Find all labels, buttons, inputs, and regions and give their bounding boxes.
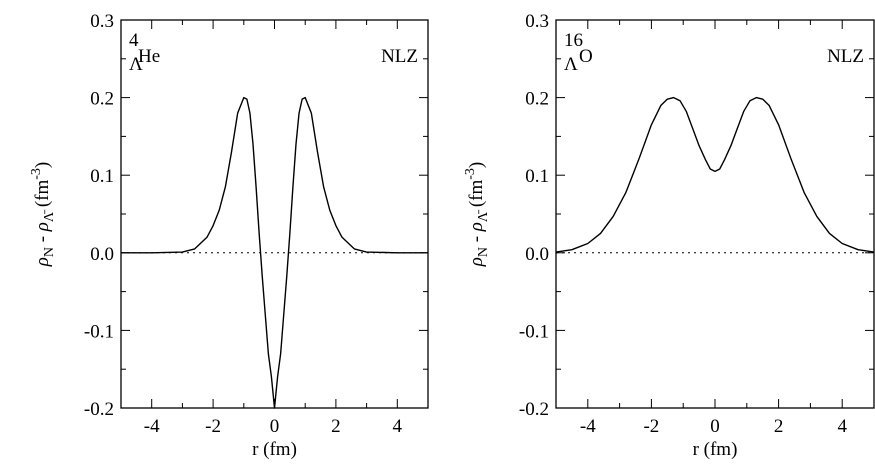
model-annotation: NLZ (381, 46, 418, 67)
y-tick-label: -0.2 (519, 399, 549, 420)
y-label-unit-exponent: -3 (463, 168, 478, 180)
x-axis-label: r (fm) (693, 439, 738, 460)
x-tick-label: -4 (580, 416, 596, 437)
nucleus-symbol: O (579, 46, 593, 67)
y-label-unit-exponent: -3 (29, 168, 44, 180)
y-label-sub-lambda-bar: Λ̄ (476, 209, 491, 222)
x-tick-label: 2 (774, 416, 784, 437)
x-tick-label: 2 (331, 416, 341, 437)
x-tick-label: -2 (205, 416, 221, 437)
panel-left-4he: -4 -2 0 2 4-0.2-0.10.00.10.20.3r (fm)ρN - ρΛ… (29, 11, 429, 460)
x-tick-label: 4 (393, 416, 403, 437)
x-tick-label: -4 (144, 416, 160, 437)
y-label-unit: (fm (32, 180, 53, 212)
y-label-sub-n: N (42, 247, 57, 257)
y-label-rho: ρ (466, 257, 487, 267)
x-tick-label: -2 (643, 416, 659, 437)
y-tick-label: -0.2 (84, 399, 114, 420)
y-tick-label: -0.1 (519, 321, 549, 342)
y-label-minus: - (32, 231, 53, 247)
panel-right-16o: -4 -2 0 2 4-0.2-0.10.00.10.20.3r (fm)ρN - ρΛ… (463, 11, 875, 460)
y-label-unit-close: ) (466, 162, 487, 168)
nucleus-mass-number: 4 (129, 30, 139, 51)
density-difference-curve (121, 96, 428, 409)
y-tick-label: 0.3 (525, 11, 549, 32)
y-label-rho: ρ (466, 222, 487, 232)
nucleus-symbol: He (138, 46, 160, 67)
y-label-unit: (fm (466, 180, 487, 212)
y-label-unit-close: ) (32, 162, 53, 168)
y-label-sub-n: N (476, 247, 491, 257)
nucleus-mass-number: 16 (564, 30, 583, 51)
y-axis-label: ρN - ρΛ̄ (fm-3) (463, 162, 491, 268)
nucleus-hyperon-subscript: Λ (129, 54, 143, 75)
x-tick-label: 4 (837, 416, 847, 437)
y-tick-label: -0.1 (84, 321, 114, 342)
y-label-minus: - (466, 231, 487, 247)
y-label-rho: ρ (32, 222, 53, 232)
y-tick-label: 0.2 (90, 89, 114, 110)
y-label-sub-lambda-bar: Λ̄ (42, 209, 57, 222)
x-tick-label: 0 (270, 416, 280, 437)
y-tick-label: 0.0 (90, 244, 114, 265)
x-tick-label: 0 (710, 416, 720, 437)
y-tick-label: 0.3 (90, 11, 114, 32)
y-tick-label: 0.0 (525, 244, 549, 265)
plot-frame (120, 19, 429, 409)
x-axis-label: r (fm) (252, 439, 297, 460)
y-axis-label: ρN - ρΛ̄ (fm-3) (29, 162, 57, 268)
plot-frame (555, 19, 875, 409)
model-annotation: NLZ (827, 46, 864, 67)
y-tick-label: 0.1 (90, 166, 114, 187)
y-tick-label: 0.1 (525, 166, 549, 187)
y-label-rho: ρ (32, 257, 53, 267)
density-difference-curve (555, 96, 875, 253)
nucleus-hyperon-subscript: Λ (564, 54, 578, 75)
y-tick-label: 0.2 (525, 89, 549, 110)
